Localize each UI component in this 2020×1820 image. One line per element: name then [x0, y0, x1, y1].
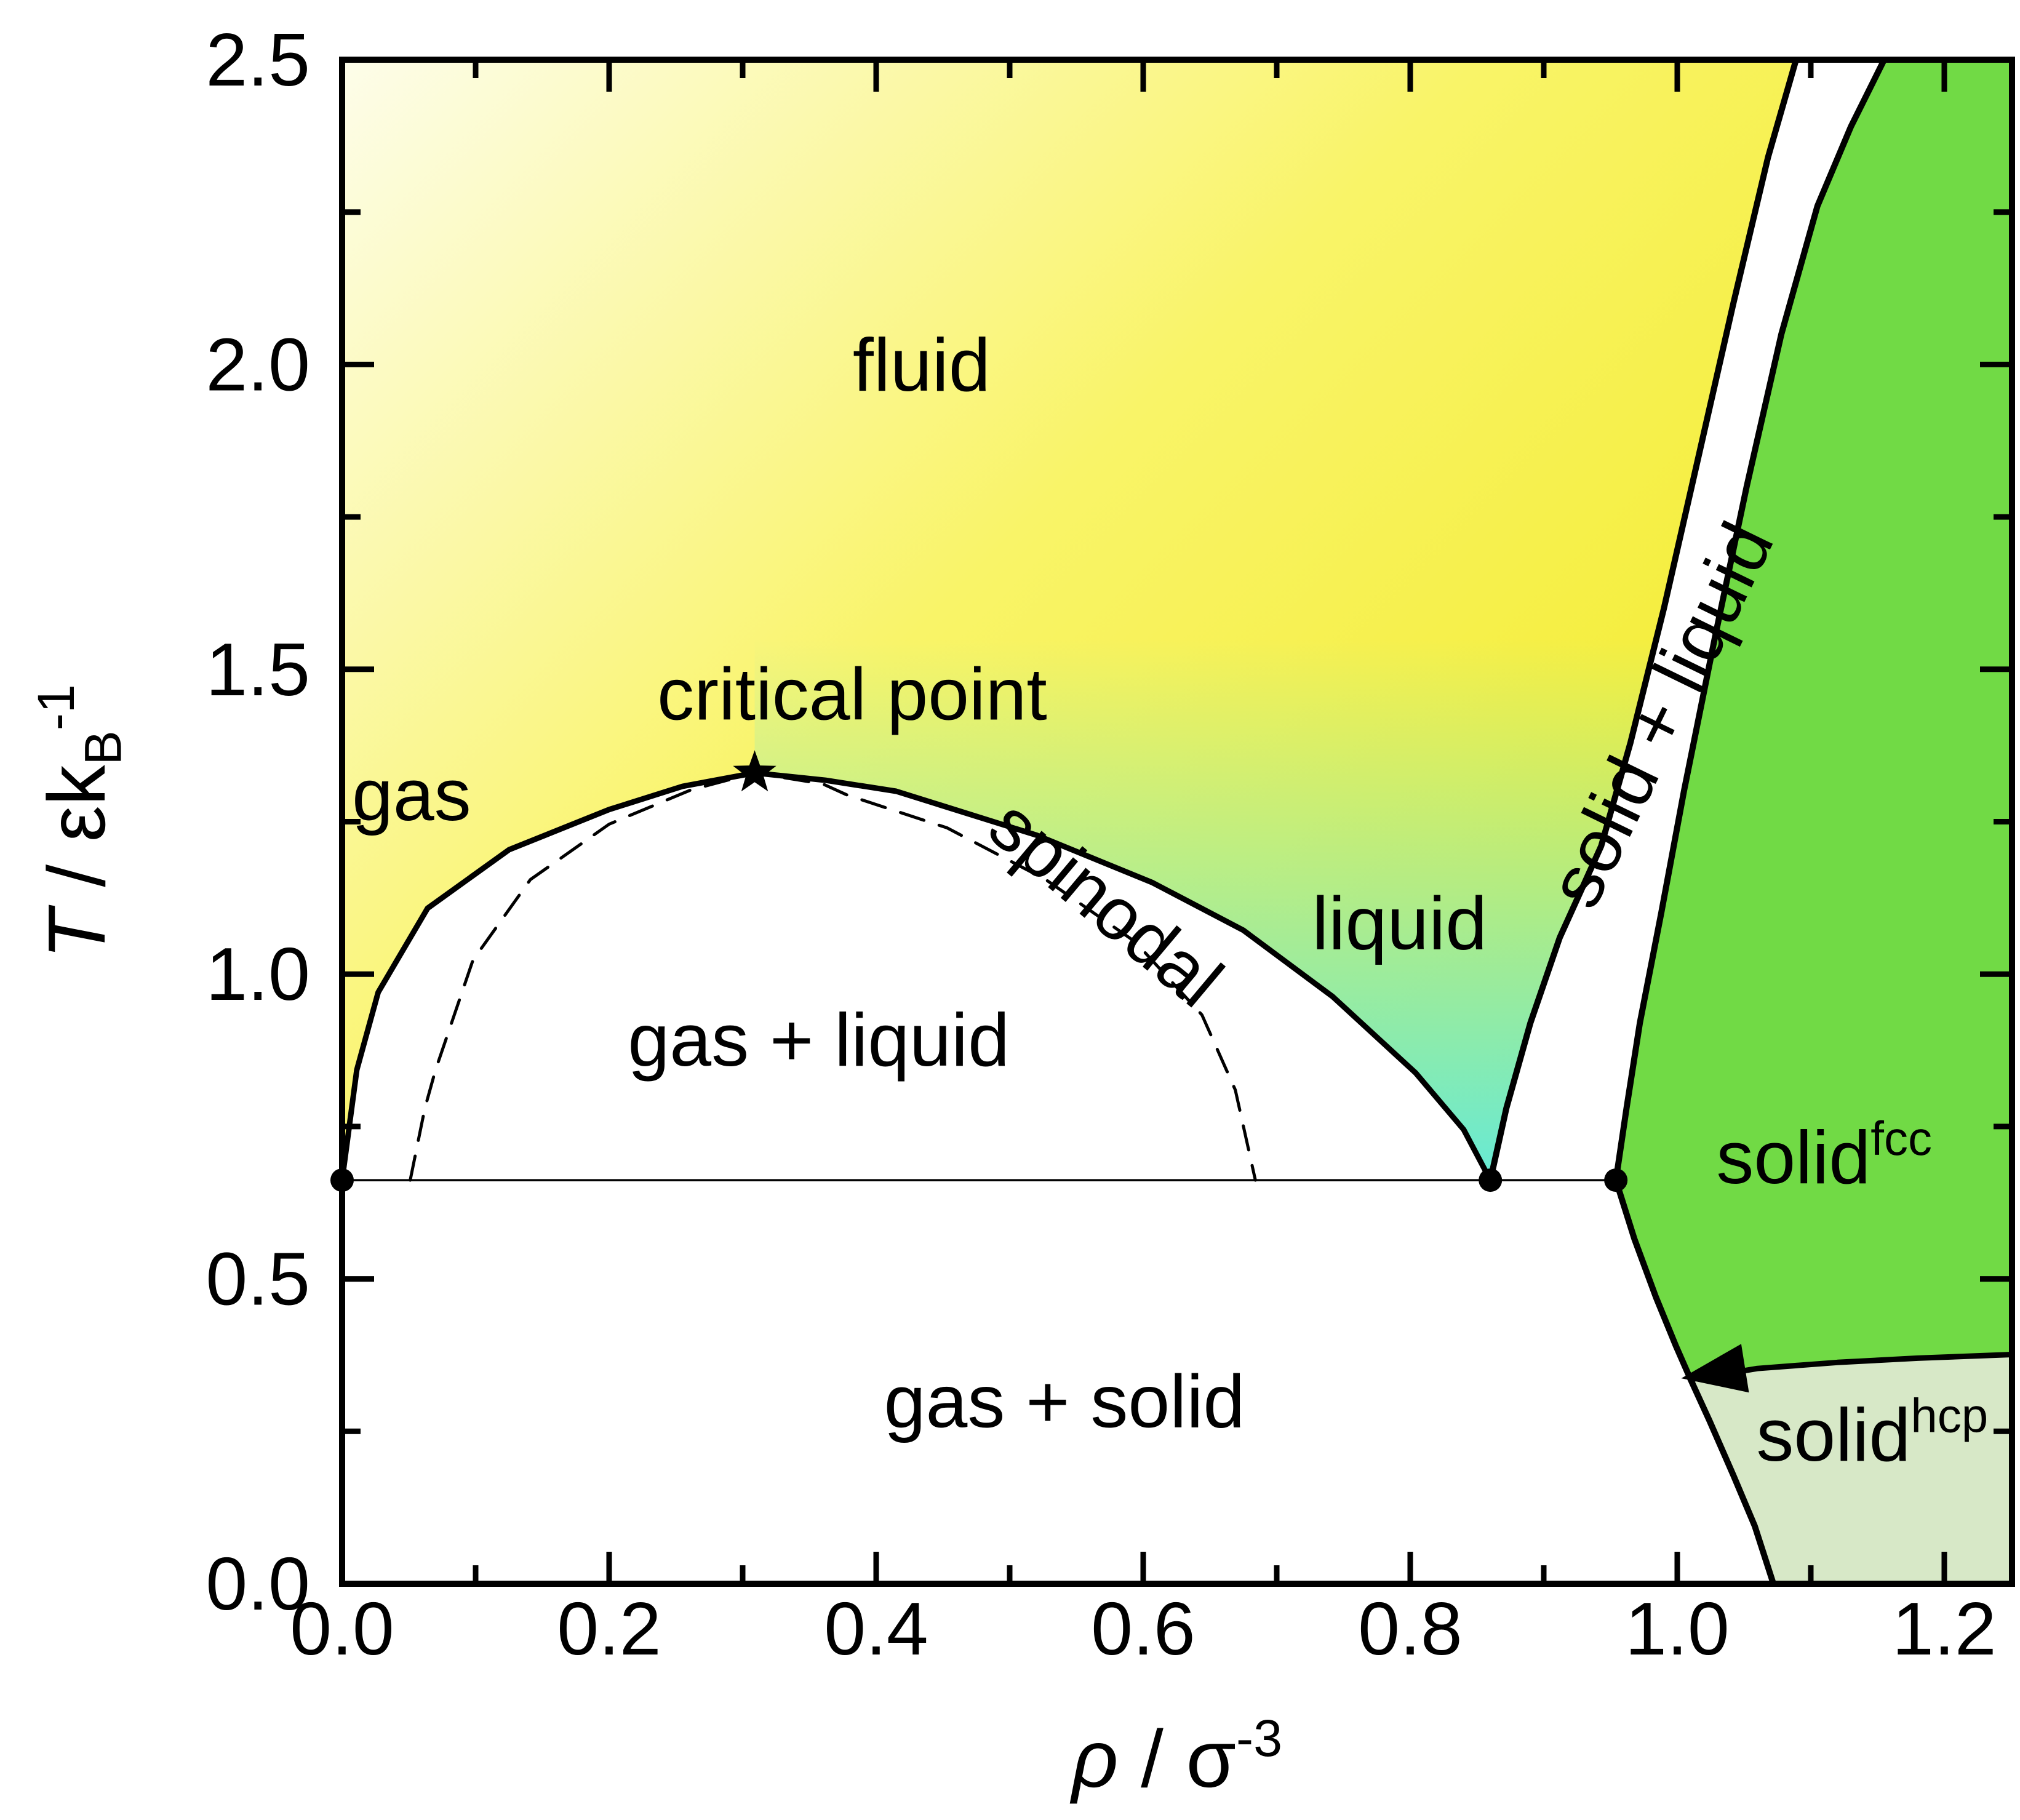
region-liquid: [754, 60, 1797, 1181]
fcc-hcp-junction-arrowhead: [1681, 1344, 1749, 1393]
y-axis-tick-label: 0.0: [206, 1542, 310, 1626]
x-axis-tick-label: 1.2: [1892, 1587, 1997, 1670]
triple-point-dot: [1479, 1168, 1503, 1192]
triple-point-dot: [1604, 1168, 1628, 1192]
label-critical-point: critical point: [657, 653, 1047, 735]
label-gas: gas: [352, 754, 471, 836]
x-axis-title: ρ / σ-3: [1069, 1709, 1282, 1804]
label-solid-fcc: solidfcc: [1716, 1111, 1932, 1199]
x-axis-tick-label: 0.0: [290, 1587, 394, 1670]
x-axis-tick-label: 0.6: [1091, 1587, 1196, 1670]
region-solid-hcp: [1690, 1354, 2012, 1584]
label-fluid: fluid: [853, 323, 991, 407]
y-axis-title: T / εkB-1: [27, 684, 132, 959]
y-axis-tick-label: 1.0: [206, 932, 310, 1016]
y-axis-tick-label: 2.5: [206, 18, 310, 102]
label-gas-plus-liquid: gas + liquid: [628, 998, 1010, 1082]
curve-sublimation-hcp: [1687, 1376, 1777, 1587]
y-axis-tick-label: 0.5: [206, 1237, 310, 1321]
curve-sublimation-fcc: [1613, 1177, 1694, 1383]
curve-binodal: [339, 770, 1493, 1183]
region-solid-fcc: [1616, 60, 2012, 1380]
triple-point-dot: [330, 1168, 354, 1192]
y-axis-tick-label: 1.5: [206, 628, 310, 711]
x-axis-tick-label: 0.8: [1358, 1587, 1463, 1670]
x-axis-tick-label: 0.4: [824, 1587, 928, 1670]
critical-point-star: [733, 750, 776, 792]
label-solid-hcp: solidhcp: [1756, 1389, 1988, 1477]
y-axis-tick-label: 2.0: [206, 322, 310, 406]
label-gas-plus-solid: gas + solid: [884, 1359, 1245, 1443]
curve-liquidus-freezing-line: [1487, 57, 1800, 1184]
x-axis-tick-label: 1.0: [1625, 1587, 1730, 1670]
curve-solidus-melting-line: [1613, 57, 1888, 1184]
x-axis-tick-label: 0.2: [557, 1587, 661, 1670]
label-liquid: liquid: [1312, 882, 1487, 965]
